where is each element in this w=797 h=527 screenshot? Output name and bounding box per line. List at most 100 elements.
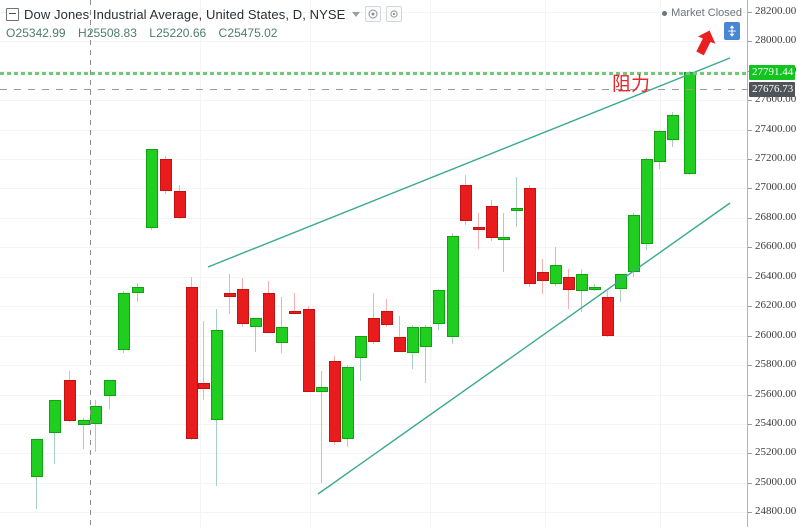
axis-tick-mark xyxy=(748,159,752,160)
candle-body[interactable] xyxy=(447,235,459,338)
candle-body[interactable] xyxy=(342,366,354,439)
candle-body[interactable] xyxy=(49,400,61,433)
candle-body[interactable] xyxy=(381,310,393,326)
axis-tick-mark xyxy=(748,130,752,131)
gridline-horizontal xyxy=(0,12,748,13)
candle-body[interactable] xyxy=(433,289,445,324)
candle-body[interactable] xyxy=(420,326,432,348)
candle-wick xyxy=(516,176,517,227)
axis-tick-mark xyxy=(748,365,752,366)
candle-body[interactable] xyxy=(90,406,102,424)
candle-body[interactable] xyxy=(684,72,696,174)
axis-tick-label: 28200.00 xyxy=(755,5,797,17)
candle-body[interactable] xyxy=(473,226,485,230)
gridline-horizontal xyxy=(0,159,748,160)
candle-body[interactable] xyxy=(563,276,575,290)
axis-tick-label: 25200.00 xyxy=(755,446,797,458)
candle-body[interactable] xyxy=(355,335,367,358)
candle-body[interactable] xyxy=(64,379,76,421)
candle-body[interactable] xyxy=(615,273,627,289)
vertical-resize-icon[interactable] xyxy=(724,22,740,40)
axis-tick-mark xyxy=(748,453,752,454)
candle-wick xyxy=(281,297,282,354)
candle-body[interactable] xyxy=(550,264,562,285)
candle-body[interactable] xyxy=(198,382,210,389)
candle-body[interactable] xyxy=(589,287,601,291)
candle-wick xyxy=(203,320,204,401)
axis-tick-mark xyxy=(748,218,752,219)
candle-body[interactable] xyxy=(263,292,275,333)
candle-body[interactable] xyxy=(641,158,653,245)
candle-body[interactable] xyxy=(329,360,341,442)
candle-body[interactable] xyxy=(276,326,288,343)
candle-body[interactable] xyxy=(576,273,588,292)
last-close-tag[interactable]: 27676.73 xyxy=(749,82,796,97)
axis-tick-label: 24800.00 xyxy=(755,505,797,517)
axis-tick-label: 27200.00 xyxy=(755,152,797,164)
axis-tick-mark xyxy=(748,100,752,101)
axis-tick-mark xyxy=(748,188,752,189)
gridline-horizontal xyxy=(0,424,748,425)
candle-body[interactable] xyxy=(224,292,236,298)
candle-body[interactable] xyxy=(460,185,472,221)
gridline-horizontal xyxy=(0,512,748,513)
axis-tick-label: 26000.00 xyxy=(755,329,797,341)
candle-body[interactable] xyxy=(498,237,510,240)
axis-tick-mark xyxy=(748,277,752,278)
candle-body[interactable] xyxy=(237,288,249,324)
candle-body[interactable] xyxy=(368,317,380,342)
candle-body[interactable] xyxy=(524,188,536,285)
candle-body[interactable] xyxy=(407,326,419,354)
axis-tick-mark xyxy=(748,483,752,484)
gridline-horizontal xyxy=(0,41,748,42)
candle-body[interactable] xyxy=(602,297,614,336)
axis-tick-label: 25600.00 xyxy=(755,388,797,400)
candle-wick xyxy=(95,400,96,452)
axis-tick-label: 25400.00 xyxy=(755,417,797,429)
gridline-vertical xyxy=(200,0,201,527)
gridline-horizontal xyxy=(0,483,748,484)
candle-body[interactable] xyxy=(537,272,549,282)
candle-body[interactable] xyxy=(628,214,640,273)
candle-body[interactable] xyxy=(78,419,90,426)
candle-body[interactable] xyxy=(654,131,666,162)
candle-body[interactable] xyxy=(511,207,523,211)
candle-body[interactable] xyxy=(303,309,315,392)
candle-body[interactable] xyxy=(316,387,328,392)
axis-tick-label: 27600.00 xyxy=(755,93,797,105)
market-status-label: Market Closed xyxy=(671,7,742,19)
candle-body[interactable] xyxy=(132,287,144,293)
axis-tick-label: 25000.00 xyxy=(755,476,797,488)
candle-body[interactable] xyxy=(211,329,223,420)
candle-body[interactable] xyxy=(250,317,262,327)
candle-body[interactable] xyxy=(174,191,186,218)
candle-wick xyxy=(478,213,479,249)
vertical-time-marker[interactable] xyxy=(90,0,91,527)
gridline-horizontal xyxy=(0,100,748,101)
gridline-horizontal xyxy=(0,306,748,307)
candle-body[interactable] xyxy=(118,292,130,351)
candle-body[interactable] xyxy=(667,114,679,140)
axis-tick-mark xyxy=(748,306,752,307)
red-up-arrow-icon[interactable] xyxy=(685,27,719,62)
axis-tick-mark xyxy=(748,395,752,396)
axis-tick-label: 26400.00 xyxy=(755,270,797,282)
candle-wick xyxy=(83,418,84,449)
candle-body[interactable] xyxy=(186,287,198,439)
candle-body[interactable] xyxy=(289,310,301,314)
current-price-tag[interactable]: 27791.44 xyxy=(749,65,796,80)
candle-body[interactable] xyxy=(394,337,406,352)
price-axis[interactable]: 28200.0028000.0027800.0027600.0027400.00… xyxy=(747,0,797,527)
chart-plot-area[interactable]: 阻力 xyxy=(0,0,748,527)
gridline-horizontal xyxy=(0,365,748,366)
candle-body[interactable] xyxy=(146,148,158,229)
gridline-horizontal xyxy=(0,130,748,131)
candle-body[interactable] xyxy=(160,158,172,192)
candle-body[interactable] xyxy=(31,438,43,477)
gridline-vertical xyxy=(430,0,431,527)
axis-tick-mark xyxy=(748,247,752,248)
resistance-annotation-label[interactable]: 阻力 xyxy=(612,73,651,95)
candle-body[interactable] xyxy=(104,379,116,396)
candle-body[interactable] xyxy=(486,206,498,239)
